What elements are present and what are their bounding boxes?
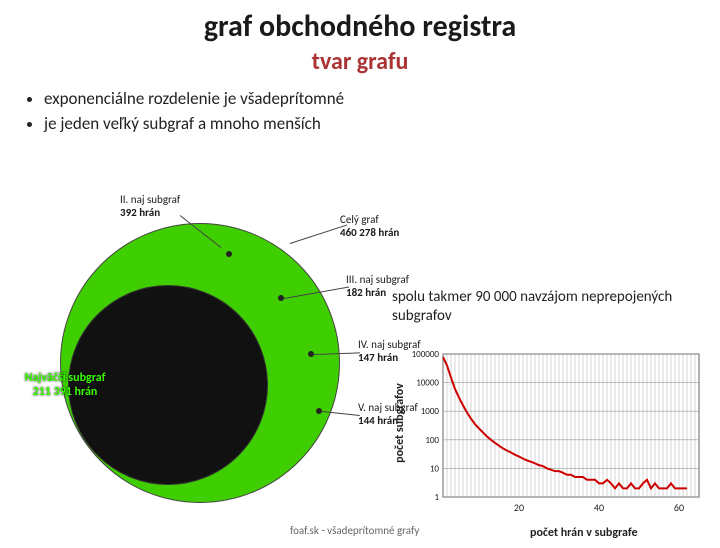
label-line-bold: 182 hrán [346,286,386,299]
label-line: II. naj subgraf [120,193,180,206]
bullet-item: exponenciálne rozdelenie je všadeprítomn… [44,88,720,109]
line-chart: 1 10 100 1000 10000 100000 20 40 60 [395,348,705,523]
label-line-bold: 392 hrán [120,206,160,219]
footer-text: foaf.sk - všadeprítomné grafy [290,524,419,537]
venn-diagram: Celý graf 460 278 hrán II. naj subgraf 3… [20,203,380,523]
bullet-list: exponenciálne rozdelenie je všadeprítomn… [44,88,720,134]
right-text-block: spolu takmer 90 000 navzájom neprepojený… [392,288,702,326]
label-line: III. naj subgraf [346,273,409,286]
svg-text:100: 100 [425,435,439,446]
svg-text:60: 60 [674,501,684,514]
label-line-green: Najväčší subgraf [25,371,106,385]
svg-text:10: 10 [430,463,440,474]
label-najv: Najväčší subgraf 211 391 hrán [10,371,120,400]
label-line-bold: 460 278 hrán [340,226,399,239]
label-sub2: II. naj subgraf 392 hrán [120,193,180,219]
svg-text:100000: 100000 [412,349,440,360]
svg-text:1: 1 [434,492,439,503]
page-subtitle: tvar grafu [0,47,720,76]
label-line: Celý graf [340,213,379,226]
chart-svg: 1 10 100 1000 10000 100000 20 40 60 [395,348,705,523]
svg-text:40: 40 [594,501,604,514]
bullet-item: je jeden veľký subgraf a mnoho menších [44,113,720,134]
x-axis-label: počet hrán v subgrafe [530,526,638,540]
svg-text:10000: 10000 [416,378,439,389]
y-axis-label: počet subgrafov [393,358,407,488]
lead-celygraf [290,224,347,243]
svg-text:1000: 1000 [421,406,440,417]
label-celygraf: Celý graf 460 278 hrán [340,213,399,239]
page-title: graf obchodného registra [0,8,720,45]
dot-sub2 [226,251,232,257]
label-line-green: 211 391 hrán [33,385,98,399]
svg-text:20: 20 [514,501,524,514]
